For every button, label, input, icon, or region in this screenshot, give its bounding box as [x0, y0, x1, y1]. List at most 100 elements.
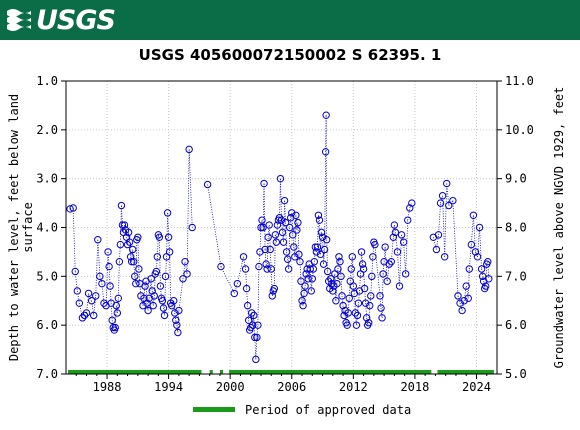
data-point [179, 275, 187, 283]
data-point [174, 328, 182, 337]
data-point [311, 243, 320, 251]
data-point [484, 257, 492, 266]
data-point [280, 196, 289, 205]
data-point [327, 275, 335, 283]
series-connector [69, 207, 74, 210]
data-point [181, 257, 189, 266]
data-point [337, 272, 345, 281]
series-connector [288, 227, 291, 270]
data-point [319, 260, 328, 268]
series-connector [263, 183, 266, 250]
series-connector [112, 327, 115, 331]
approved-period-bar [437, 370, 494, 374]
data-point [152, 267, 161, 276]
data-point [283, 255, 292, 263]
data-point [357, 248, 366, 256]
data-point [312, 248, 321, 256]
data-point [316, 250, 325, 259]
y-left-tick-label: 3.0 [36, 172, 58, 186]
series-connector [268, 225, 271, 250]
data-point [82, 309, 91, 317]
series-connector [438, 203, 441, 235]
x-tick-label: 1988 [93, 380, 122, 394]
data-point [263, 265, 271, 273]
data-point [354, 299, 363, 307]
series-connector [139, 283, 142, 296]
series-connector [169, 251, 172, 304]
y-right-tick-label: 5.0 [505, 367, 527, 381]
series-connector [361, 251, 363, 265]
data-point [111, 323, 119, 332]
data-point [391, 228, 400, 237]
data-point [260, 179, 268, 188]
series-connector [170, 303, 173, 306]
data-point [332, 297, 340, 305]
data-point [295, 250, 303, 259]
series-connector [97, 239, 101, 277]
series-connector [452, 200, 459, 296]
data-point [253, 333, 261, 342]
series-connector [236, 256, 244, 284]
series-connector [362, 264, 364, 270]
data-point [271, 231, 280, 239]
y-left-tick-label: 5.0 [36, 269, 58, 283]
y-left-tick-label: 4.0 [36, 221, 58, 235]
series-connector [315, 246, 318, 252]
series-connector [302, 293, 305, 306]
data-point [302, 270, 310, 278]
data-point [129, 245, 137, 254]
data-point [131, 272, 139, 281]
data-point [233, 279, 242, 288]
data-point [333, 279, 341, 288]
data-point [116, 240, 125, 249]
groundwater-chart: USGS 405600072150002 S 62395. 1 1988 1994… [7, 46, 566, 417]
y-left-tick-label: 1.0 [36, 74, 58, 88]
series-connector [289, 217, 292, 228]
x-tick-label: 2024 [462, 380, 491, 394]
series-connector [154, 271, 157, 275]
data-point [92, 292, 100, 300]
usgs-wave-icon [7, 9, 31, 31]
data-point [281, 218, 290, 227]
data-point [75, 299, 84, 307]
data-point [149, 301, 157, 310]
data-point [321, 148, 330, 156]
data-point [66, 205, 74, 213]
data-point [339, 301, 347, 310]
series-connector [354, 312, 357, 326]
series-connector [318, 215, 320, 221]
data-point [298, 297, 306, 305]
series-connector [345, 322, 348, 326]
data-point [385, 260, 393, 268]
data-point [123, 240, 132, 249]
series-connector [131, 249, 134, 262]
series-connector [382, 261, 385, 274]
series-connector [407, 207, 411, 221]
data-point [148, 287, 156, 295]
series-connector [243, 256, 246, 270]
data-point [365, 319, 373, 327]
series-connector [344, 310, 347, 323]
data-point [368, 272, 376, 281]
series-connector [334, 273, 337, 301]
data-point [73, 287, 81, 295]
data-point [358, 260, 367, 268]
data-point [360, 284, 369, 293]
data-point [322, 111, 330, 119]
data-point [113, 309, 122, 317]
series-connector [271, 290, 274, 296]
y-left-tick-label: 6.0 [36, 318, 58, 332]
data-point [282, 248, 291, 256]
data-point [183, 270, 191, 278]
data-point [84, 289, 93, 298]
series-connector [130, 256, 133, 262]
data-point [323, 267, 332, 276]
approved-period-bar [68, 370, 202, 374]
usgs-logo[interactable]: USGS [6, 3, 116, 37]
series-connector [279, 178, 281, 218]
series-connector [248, 320, 251, 331]
data-point [239, 253, 248, 261]
data-point [242, 284, 251, 293]
data-point [171, 309, 179, 317]
data-point [467, 240, 476, 249]
